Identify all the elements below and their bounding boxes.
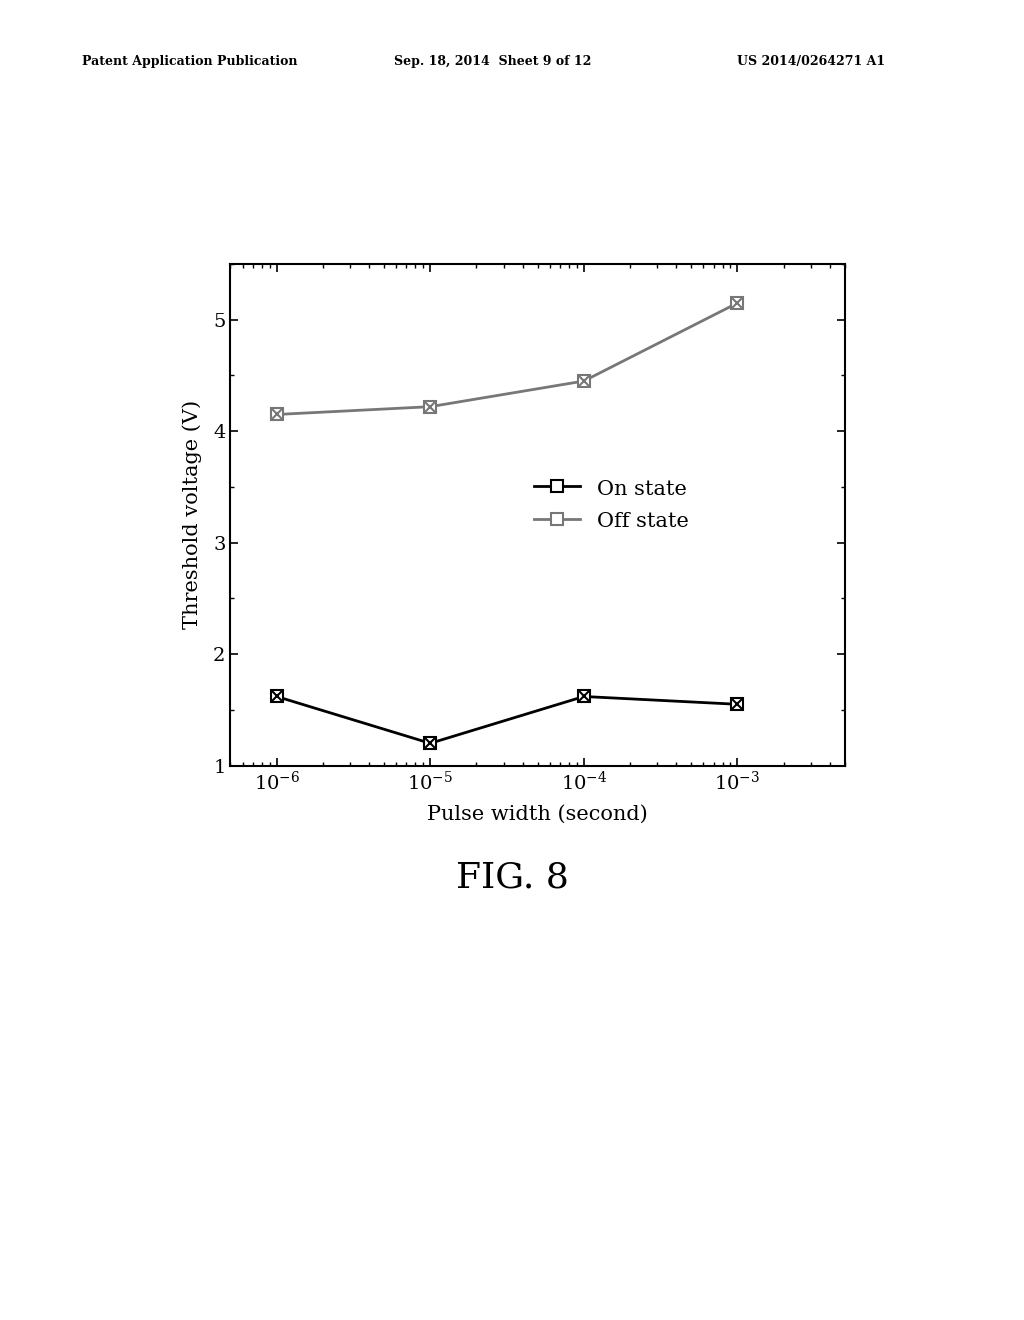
On state	[424, 735, 436, 751]
Line: Off state: Off state	[270, 297, 743, 421]
Line: On state: On state	[270, 690, 743, 750]
Off state	[270, 407, 283, 422]
On state	[270, 689, 283, 705]
Off state	[578, 374, 590, 389]
Text: FIG. 8: FIG. 8	[456, 861, 568, 895]
Legend: On state, Off state: On state, Off state	[523, 467, 699, 543]
On state	[578, 689, 590, 705]
X-axis label: Pulse width (second): Pulse width (second)	[427, 805, 648, 824]
Text: Patent Application Publication: Patent Application Publication	[82, 55, 297, 69]
Off state	[731, 296, 743, 312]
Off state	[424, 399, 436, 414]
Text: US 2014/0264271 A1: US 2014/0264271 A1	[737, 55, 886, 69]
On state	[731, 697, 743, 713]
Text: Sep. 18, 2014  Sheet 9 of 12: Sep. 18, 2014 Sheet 9 of 12	[394, 55, 592, 69]
Y-axis label: Threshold voltage (V): Threshold voltage (V)	[182, 400, 202, 630]
